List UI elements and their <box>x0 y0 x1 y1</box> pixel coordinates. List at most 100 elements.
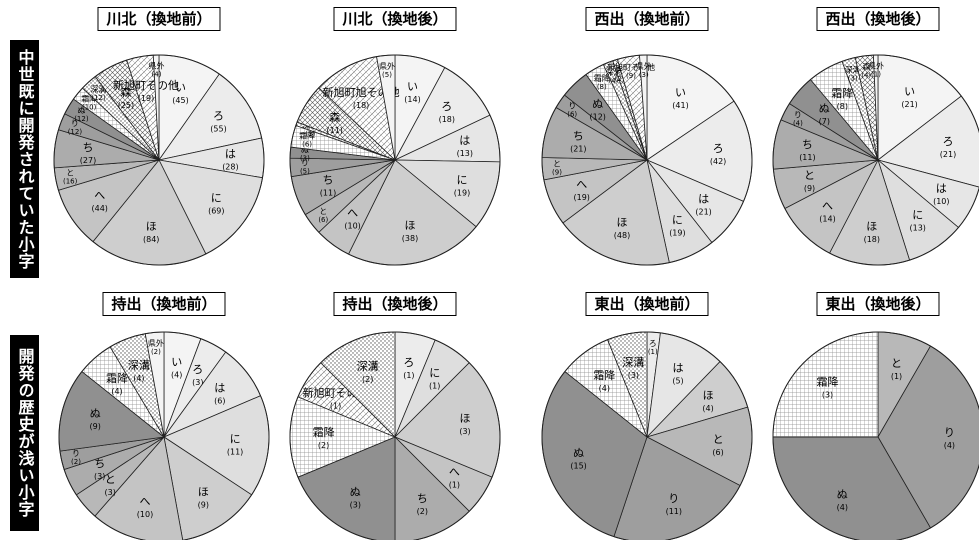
slice-value: (9) <box>90 422 101 431</box>
slice-value: (8) <box>837 102 848 111</box>
slice-value: (11) <box>326 126 342 135</box>
slice-value: (1) <box>330 401 341 410</box>
slice-value: (2) <box>151 348 161 356</box>
slice-label: ろ <box>403 356 414 369</box>
slice-label: い <box>675 86 686 99</box>
slice-value: (12) <box>589 112 605 121</box>
slice-value: (13) <box>457 149 473 158</box>
slice-label: 県外 <box>148 338 164 348</box>
slice-value: (21) <box>695 208 711 217</box>
pie-outline <box>772 54 979 266</box>
pie-outline <box>53 54 265 266</box>
slice-value: (4) <box>944 441 955 450</box>
slice-value: (42) <box>710 157 726 166</box>
slice-value: (19) <box>454 189 470 198</box>
row-label-text: 中世既に開発されていた小字 <box>15 48 35 270</box>
slice-value: (3) <box>350 500 361 509</box>
slice-value: (1) <box>648 348 658 356</box>
slice-value: (1) <box>305 130 315 138</box>
pie-outline <box>58 331 270 540</box>
slice-value: (1) <box>403 371 414 380</box>
slice-value: (84) <box>143 235 159 244</box>
slice-label: 霜降 <box>831 86 853 100</box>
slice-label: へ <box>347 207 358 220</box>
slice-label: へ <box>576 178 587 191</box>
slice-label: 霜降 <box>299 131 315 141</box>
slice-value: (16) <box>63 178 78 186</box>
slice-value: (4) <box>171 371 182 380</box>
slice-label: へ <box>140 495 151 508</box>
slice-label: と <box>713 433 724 446</box>
slice-value: (11) <box>227 447 243 456</box>
pie-chart-6: ろ(1) は (5) ほ (4) と (6) り (11) ぬ (15) 霜降 (4) 深溝 (3) <box>541 331 753 540</box>
slice-label: ぬ <box>350 485 361 498</box>
slice-value: (10) <box>933 197 949 206</box>
chart-title-2: 西出（換地前） <box>585 7 709 31</box>
slice-value: (15) <box>570 461 586 470</box>
chart-title-6: 東出（換地前） <box>585 292 709 316</box>
slice-label: ほ <box>866 220 877 233</box>
slice-label: い <box>171 356 182 369</box>
slice-label: は <box>936 182 947 195</box>
slice-value: (38) <box>402 234 418 243</box>
slice-label: い <box>175 81 186 94</box>
pie-chart-2: い(41)ろ(42)は(21)に(19)ほ(48)へ(19)と(9)ち(21)り… <box>541 54 753 266</box>
slice-label: 新旭町その他 <box>113 78 179 92</box>
slice-value: (4) <box>837 503 848 512</box>
slice-label: 深溝 <box>91 84 107 94</box>
slice-label: ぬ <box>301 146 309 155</box>
slice-label: 深溝 <box>357 360 379 373</box>
slice-label: ろ <box>441 100 452 113</box>
slice-value: (55) <box>210 125 226 134</box>
slice-label: 森 <box>329 110 340 124</box>
slice-value: (7) <box>819 117 830 126</box>
slice-label: は <box>225 148 236 161</box>
slice-label: は <box>673 362 684 375</box>
slice-value: (10) <box>82 104 97 112</box>
slice-label: に <box>211 192 222 205</box>
slice-value: (4) <box>133 374 144 383</box>
slice-label: と <box>553 160 561 169</box>
slice-value: (2) <box>615 75 625 83</box>
slice-label: ぬ <box>77 106 85 115</box>
slice-value: (6) <box>567 110 577 118</box>
slice-label: 霜降 <box>313 425 335 439</box>
slice-value: (48) <box>614 231 630 240</box>
slice-label: に <box>429 367 440 380</box>
slice-label: 森 <box>862 62 870 72</box>
slice-label: ぬ <box>819 102 830 115</box>
slice-label: 新旭町その他 <box>607 62 655 72</box>
slice-value: (69) <box>208 207 224 216</box>
slice-value: (13) <box>909 223 925 232</box>
slice-value: (9) <box>626 72 636 80</box>
slice-label: い <box>904 85 915 98</box>
slice-label: へ <box>449 466 460 479</box>
slice-value: (1) <box>871 71 881 79</box>
chart-title-5: 持出（換地後） <box>333 292 457 316</box>
slice-label: へ <box>94 189 105 202</box>
slice-label: 新旭町旭その他 <box>323 85 400 99</box>
slice-label: ち <box>802 138 813 151</box>
slice-value: (2) <box>71 458 81 466</box>
slice-label: ち <box>323 174 334 187</box>
slice-value: (21) <box>901 100 917 109</box>
slice-label: 霜降 <box>106 371 128 385</box>
slice-label: 森 <box>120 85 131 99</box>
slice-label: ぬ <box>90 407 101 420</box>
slice-label: 県外 <box>379 61 395 71</box>
slice-value: (6) <box>712 448 723 457</box>
slice-value: (4) <box>152 71 162 79</box>
slice-value: (10) <box>344 222 360 231</box>
slice-value: (11) <box>799 153 815 162</box>
slice-label: 県外 <box>149 61 165 71</box>
pie-chart-3: い (21) ろ (21) は (10) に (13) ほ (18) へ (14) と (9) ち (11) り… <box>772 54 979 266</box>
slice-label: ぬ <box>592 97 603 110</box>
slice-label: に <box>457 174 468 187</box>
slice-value: (18) <box>864 235 880 244</box>
pie-outline <box>289 54 501 266</box>
slice-value: (28) <box>222 163 238 172</box>
slice-value: (11) <box>320 189 336 198</box>
pie-chart-5: ろ(1) に(1)ほ(3)へ(1)ち(2)ぬ(3)霜降(2)新旭町その他(1)深溝… <box>289 331 501 540</box>
